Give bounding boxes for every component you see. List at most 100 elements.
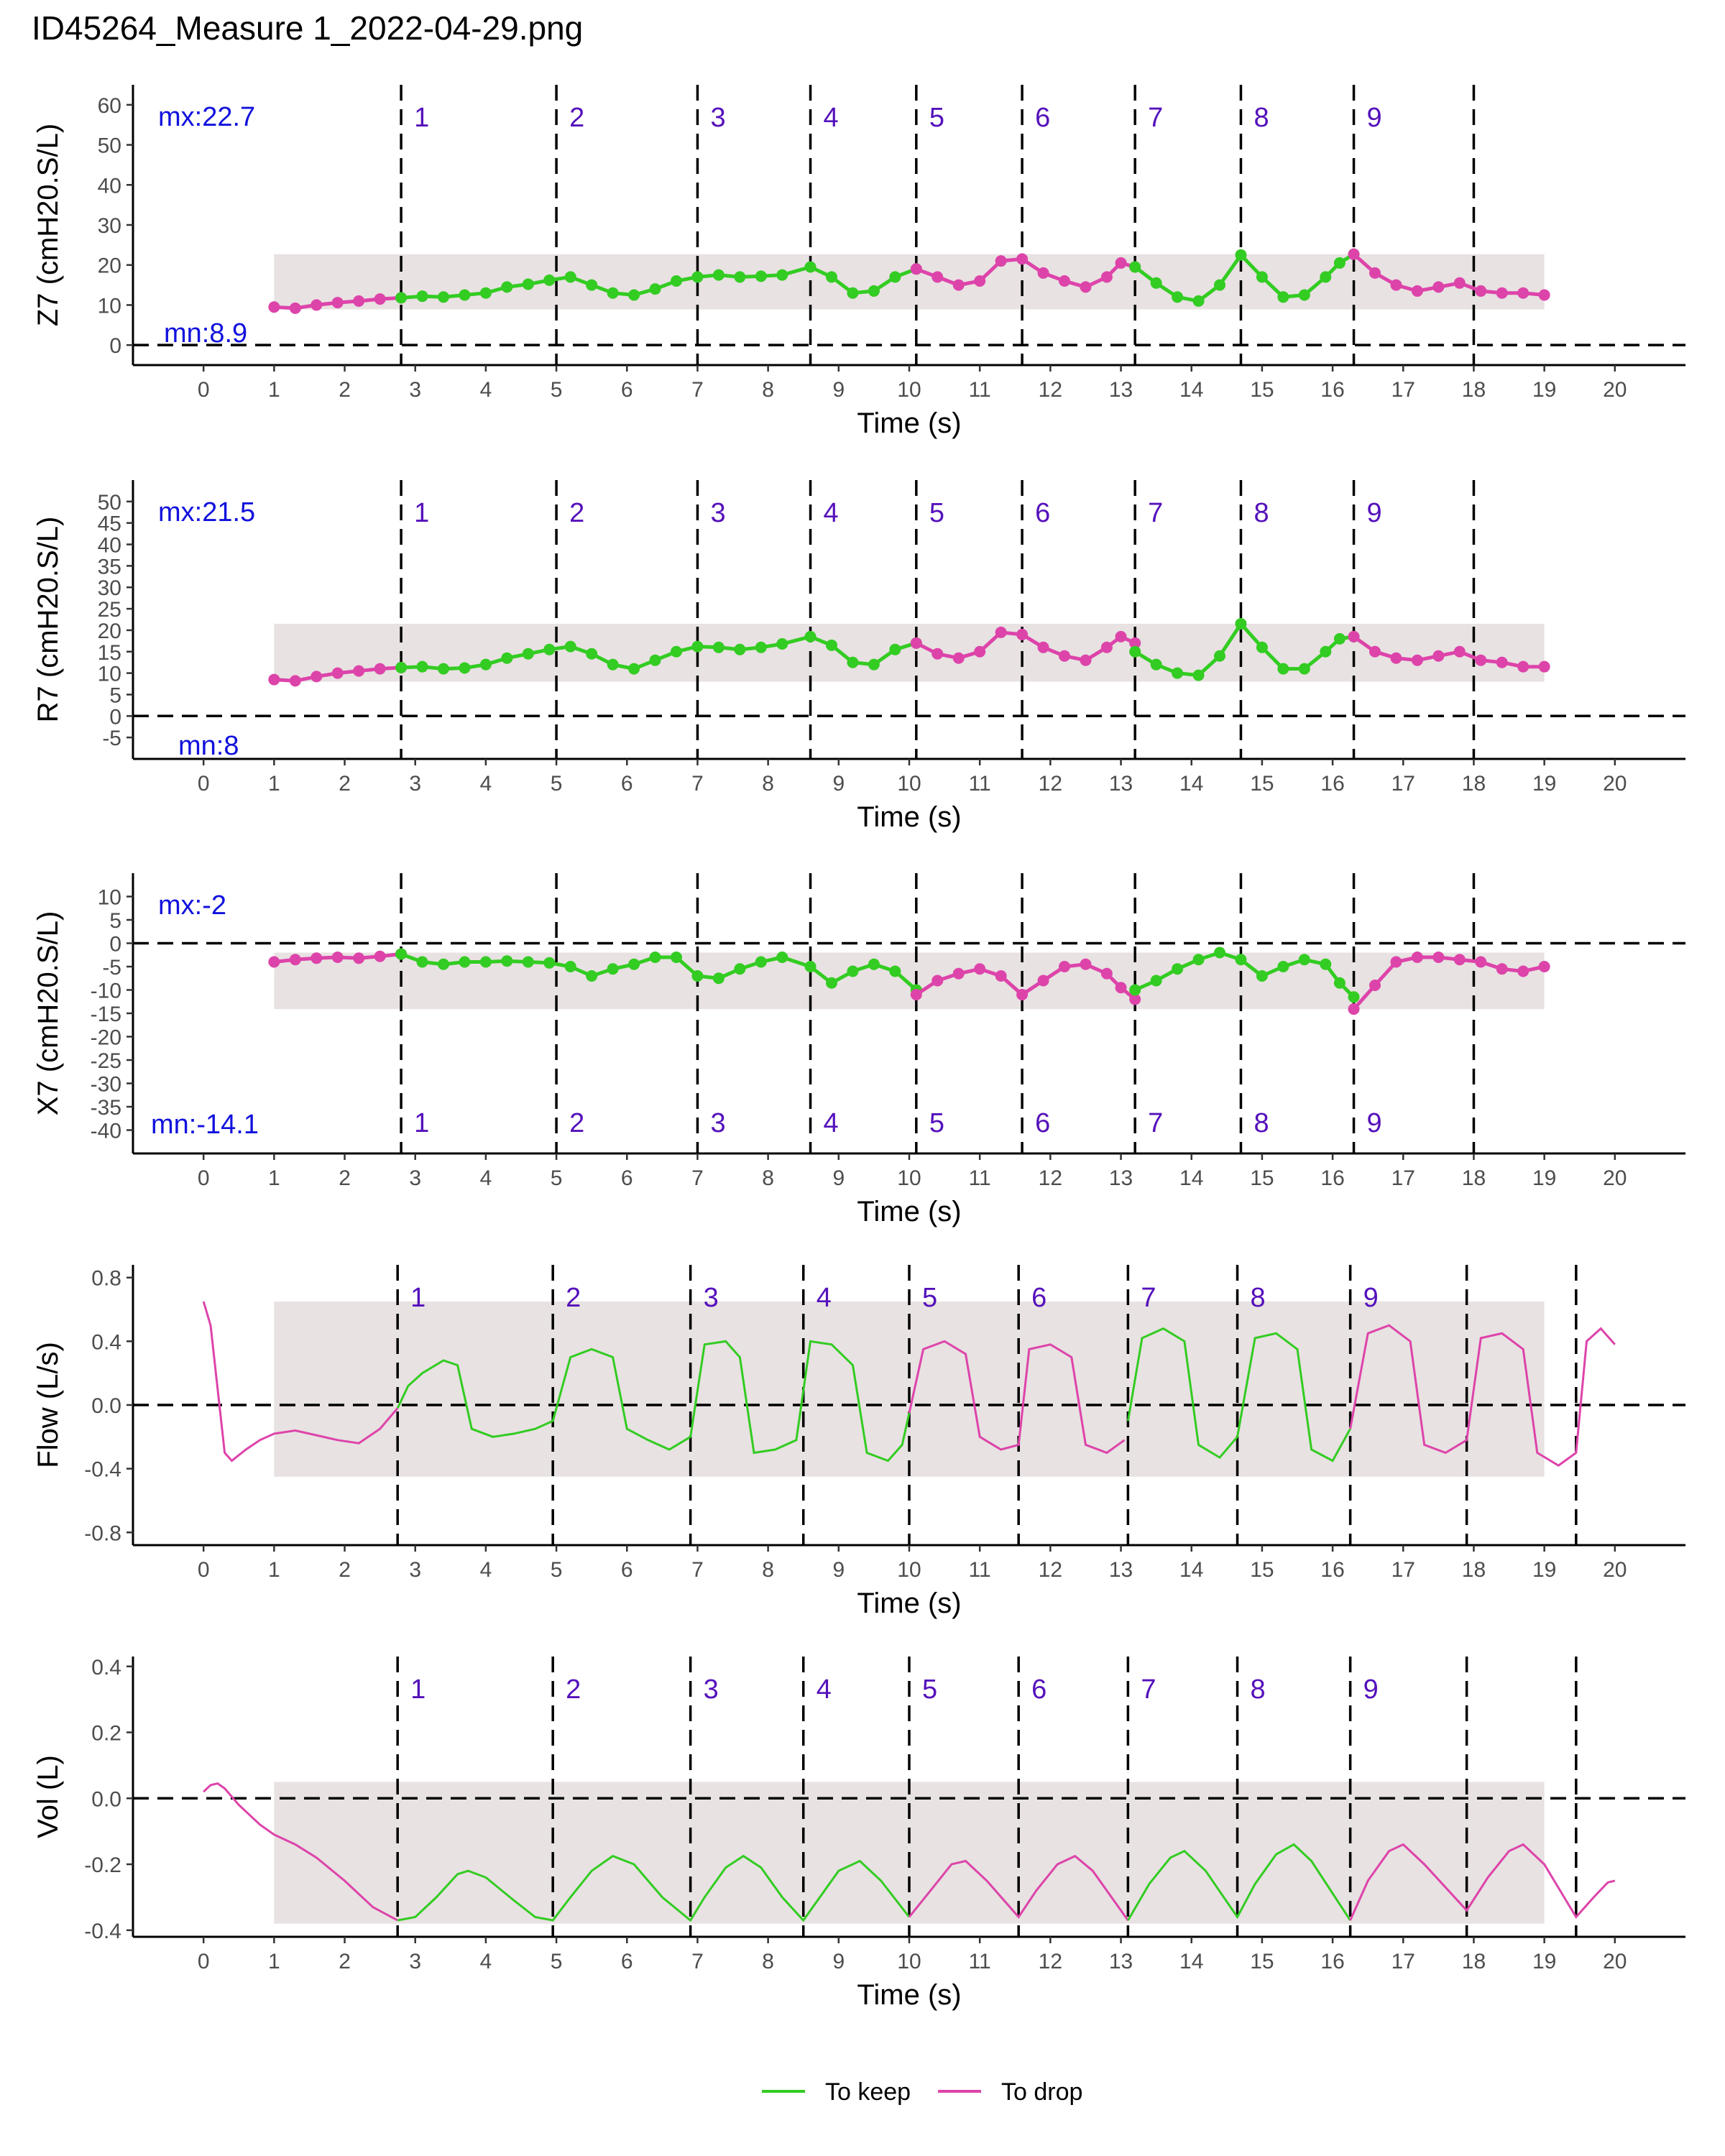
- data-point: [1475, 654, 1487, 666]
- data-point: [1235, 617, 1247, 630]
- x-tick-label: 20: [1603, 1166, 1627, 1190]
- y-tick-label: 0.8: [91, 1267, 121, 1291]
- series-line: [1127, 1843, 1351, 1921]
- data-point: [1100, 271, 1113, 283]
- cycle-label: 8: [1254, 498, 1269, 528]
- data-point: [1115, 630, 1127, 642]
- x-tick-label: 1: [268, 1166, 280, 1190]
- y-tick-label: 60: [98, 94, 121, 118]
- data-point: [1298, 954, 1310, 966]
- x-tick-label: 3: [409, 1558, 421, 1582]
- cycle-label: 1: [410, 1674, 426, 1705]
- x-tick-label: 5: [551, 378, 563, 402]
- cycle-label: 5: [929, 1108, 944, 1138]
- x-tick-label: 11: [969, 1950, 991, 1973]
- data-point: [1320, 645, 1332, 658]
- data-point: [543, 274, 556, 286]
- cycle-label: 3: [710, 103, 725, 133]
- data-point: [952, 652, 965, 664]
- data-point: [1129, 261, 1141, 273]
- data-point: [628, 289, 640, 301]
- x-tick-label: 6: [621, 772, 633, 796]
- data-point: [649, 283, 661, 295]
- data-point: [268, 673, 280, 686]
- data-point: [1256, 271, 1268, 283]
- data-point: [459, 956, 471, 968]
- y-axis-label: Flow (L/s): [32, 1342, 64, 1468]
- data-point: [671, 952, 682, 963]
- data-point: [734, 963, 746, 975]
- data-point: [1059, 961, 1070, 972]
- x-tick-label: 10: [897, 772, 921, 796]
- data-point: [1432, 650, 1445, 662]
- mn-label: mn:-14.1: [151, 1110, 259, 1140]
- data-point: [1453, 954, 1466, 966]
- x-tick-label: 14: [1179, 772, 1203, 796]
- data-point: [607, 287, 619, 299]
- data-point: [1277, 663, 1289, 675]
- x-tick-label: 17: [1392, 1558, 1415, 1582]
- x-tick-label: 14: [1179, 1166, 1203, 1190]
- mn-label: mn:8: [178, 731, 239, 761]
- y-tick-label: 0: [109, 933, 121, 957]
- data-point: [1172, 667, 1184, 679]
- data-point: [1256, 970, 1268, 982]
- cycle-label: 8: [1254, 1108, 1269, 1138]
- legend-keep-label: To keep: [825, 2078, 911, 2106]
- x-tick-label: 3: [409, 772, 421, 796]
- data-point: [804, 261, 816, 273]
- data-point: [1475, 956, 1487, 968]
- x-tick-label: 17: [1392, 378, 1415, 402]
- x-tick-label: 8: [762, 1558, 774, 1582]
- cycle-label: 1: [410, 1283, 426, 1313]
- x-tick-label: 13: [1109, 772, 1133, 796]
- y-tick-label: 0.2: [91, 1722, 121, 1746]
- x-tick-label: 16: [1320, 772, 1344, 796]
- x-tick-label: 19: [1532, 1558, 1556, 1582]
- data-point: [974, 275, 986, 287]
- y-tick-label: 50: [98, 491, 121, 515]
- data-point: [755, 270, 767, 282]
- x-tick-label: 20: [1603, 1950, 1627, 1973]
- data-point: [826, 271, 837, 283]
- x-tick-label: 18: [1462, 1950, 1486, 1973]
- data-point: [331, 667, 344, 679]
- data-point: [889, 271, 901, 283]
- data-point: [374, 293, 386, 305]
- data-point: [1277, 291, 1289, 303]
- y-tick-label: 10: [98, 886, 121, 910]
- data-point: [712, 641, 724, 653]
- data-point: [1037, 641, 1049, 653]
- data-point: [1453, 277, 1466, 289]
- x-tick-label: 7: [691, 1166, 704, 1190]
- x-tick-label: 5: [551, 1558, 563, 1582]
- y-tick-label: -15: [91, 1003, 121, 1026]
- data-point: [847, 287, 859, 299]
- x-tick-label: 13: [1109, 378, 1133, 402]
- data-point: [712, 269, 724, 281]
- x-tick-label: 18: [1462, 1558, 1486, 1582]
- x-tick-label: 19: [1532, 772, 1556, 796]
- x-tick-label: 16: [1320, 378, 1344, 402]
- x-tick-label: 1: [268, 1558, 280, 1582]
- data-point: [564, 961, 576, 972]
- data-point: [289, 954, 301, 966]
- cycle-label: 7: [1141, 1674, 1156, 1705]
- x-tick-label: 9: [832, 378, 845, 402]
- data-point: [1390, 956, 1402, 968]
- cycle-label: 2: [569, 1108, 584, 1138]
- data-point: [847, 656, 859, 668]
- x-tick-label: 10: [897, 1950, 921, 1973]
- x-tick-label: 5: [551, 772, 563, 796]
- mx-label: mx:22.7: [158, 102, 255, 132]
- x-tick-label: 16: [1320, 1558, 1344, 1582]
- data-point: [479, 287, 492, 299]
- x-tick-label: 15: [1250, 1950, 1274, 1973]
- data-point: [1320, 958, 1332, 970]
- x-tick-label: 10: [897, 378, 921, 402]
- series-line: [203, 1782, 398, 1922]
- x-tick-label: 17: [1392, 1166, 1415, 1190]
- y-tick-label: 0.0: [91, 1787, 121, 1811]
- x-tick-label: 6: [621, 1558, 633, 1582]
